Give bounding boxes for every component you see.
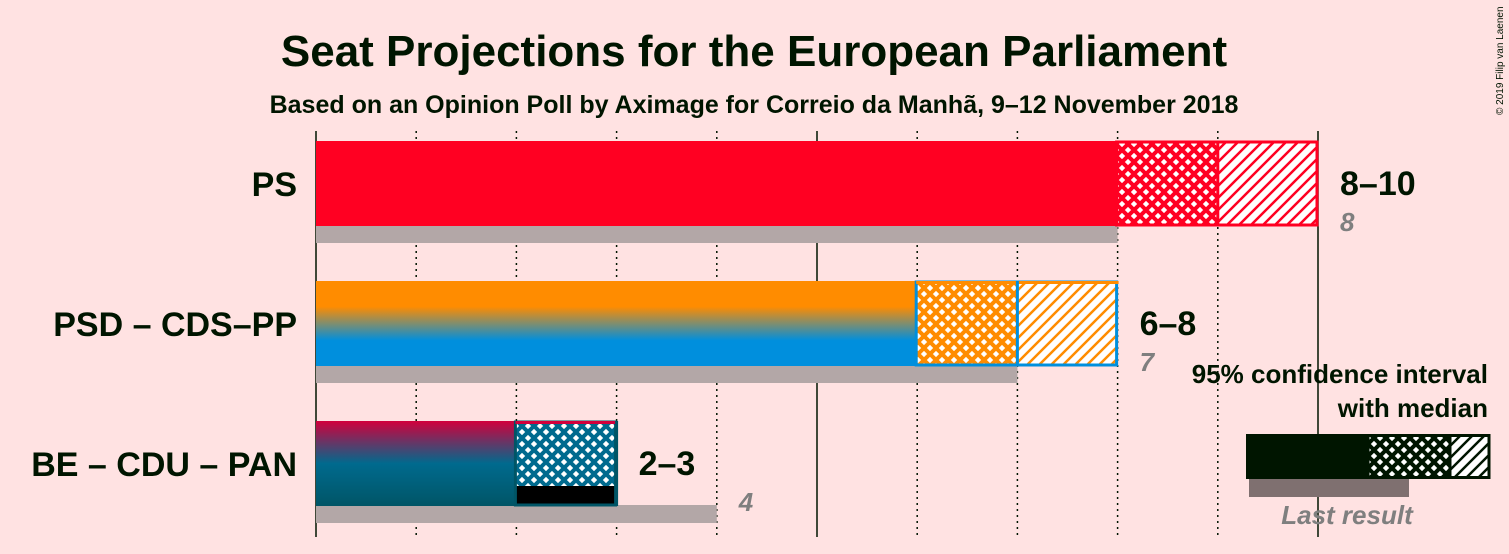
party-label: PS xyxy=(252,166,297,204)
legend-solid-bar xyxy=(1246,434,1368,479)
legend-last-result-bar xyxy=(1249,477,1409,497)
last-result-label: 7 xyxy=(1140,347,1156,377)
confidence-solid-bar xyxy=(316,281,918,366)
legend-median-bar xyxy=(1368,434,1450,479)
confidence-strip xyxy=(516,486,617,506)
party-label: PSD – CDS–PP xyxy=(53,306,297,344)
legend: 95% confidence interval with median Last… xyxy=(1192,359,1491,530)
confidence-upper-bar xyxy=(1217,141,1318,226)
confidence-median-bar xyxy=(1117,141,1218,226)
range-label: 2–3 xyxy=(639,445,696,483)
legend-upper-bar xyxy=(1450,434,1490,479)
last-result-label: 4 xyxy=(738,487,754,517)
confidence-solid-bar xyxy=(316,421,517,506)
last-result-label: 8 xyxy=(1340,207,1355,237)
confidence-solid-bar xyxy=(316,141,1118,226)
confidence-median-bar xyxy=(917,281,1018,366)
last-result-bar xyxy=(316,225,1118,243)
legend-median-label: with median xyxy=(1337,393,1488,423)
party-bars: PS 8–10 8 PSD – CDS–PP 6–8 7 BE – CDU – PAN 2–3… xyxy=(31,140,1416,523)
last-result-bar xyxy=(316,505,717,523)
range-label: 6–8 xyxy=(1140,305,1197,343)
party-label: BE – CDU – PAN xyxy=(31,446,297,484)
chart-subtitle: Based on an Opinion Poll by Aximage for … xyxy=(270,91,1239,119)
legend-outline xyxy=(1366,434,1491,479)
legend-ci-label: 95% confidence interval xyxy=(1192,359,1488,389)
legend-swatch xyxy=(1246,434,1491,497)
party-row-be-cdu-pan: BE – CDU – PAN 2–3 4 xyxy=(31,420,754,523)
party-row-psd-cds-pp: PSD – CDS–PP 6–8 7 xyxy=(53,280,1197,383)
legend-last-result-label: Last result xyxy=(1281,500,1414,530)
copyright-notice: © 2019 Filip van Laenen xyxy=(1495,6,1506,115)
party-row-ps: PS 8–10 8 xyxy=(252,140,1416,243)
chart-title: Seat Projections for the European Parlia… xyxy=(281,27,1228,76)
last-result-bar xyxy=(316,365,1018,383)
range-label: 8–10 xyxy=(1340,165,1416,203)
confidence-upper-bar xyxy=(1017,281,1118,366)
